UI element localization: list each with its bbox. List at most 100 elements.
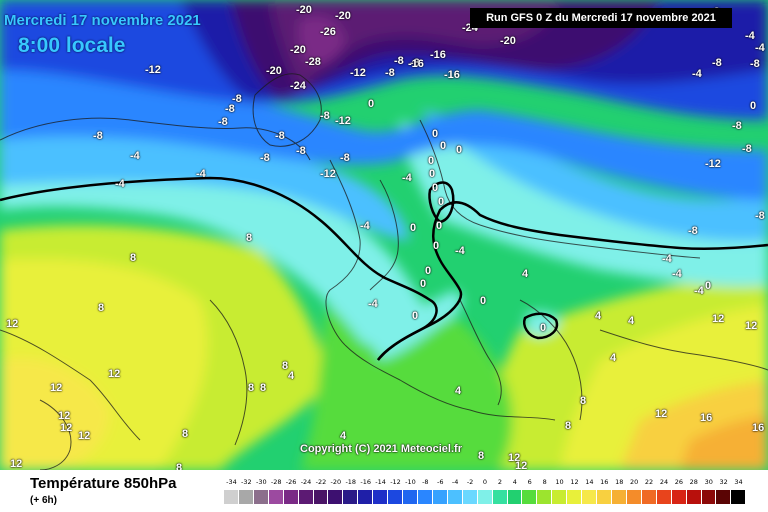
scale-tick-label: -6 (437, 478, 444, 486)
scale-tick-label: 30 (704, 478, 713, 486)
scale-swatch (298, 490, 314, 504)
valid-date: Mercredi 17 novembre 2021 (4, 12, 201, 29)
band-cold-minus28 (298, 16, 345, 64)
isotherm-value-label: -4 (360, 220, 370, 232)
isotherm-value-label: -28 (305, 56, 321, 68)
isotherm-value-label: 12 (50, 382, 63, 394)
band-east-18 (680, 415, 768, 470)
isotherm-value-label: 12 (60, 422, 73, 434)
isotherm-value-label: -16 (408, 58, 424, 70)
scale-swatch (238, 490, 254, 504)
isotherm-value-label: -8 (225, 103, 235, 115)
isotherm-value-label: 12 (10, 458, 23, 470)
isotherm-value-label: 8 (98, 302, 105, 314)
isotherm-value-label: -8 (260, 152, 270, 164)
isotherm-value-label: -8 (218, 116, 228, 128)
valid-time: 8:00 locale (18, 34, 126, 57)
scale-tick-label: 34 (734, 478, 743, 486)
isotherm-value-label: -8 (232, 93, 242, 105)
isotherm-value-label: -20 (290, 44, 306, 56)
isotherm-value-label: 8 (246, 232, 253, 244)
isotherm-value-label: 12 (508, 452, 521, 464)
scale-swatch (552, 490, 568, 504)
scale-tick-label: 14 (585, 478, 594, 486)
isotherm-value-label: -8 (755, 210, 765, 222)
scale-tick-label: 22 (644, 478, 654, 486)
isotherm-value-label: 0 (428, 155, 435, 167)
scale-swatch (537, 490, 553, 504)
legend-subtitle: (+ 6h) (30, 495, 57, 506)
isotherm-value-label: 12 (6, 318, 19, 330)
scale-swatch (224, 490, 239, 504)
scale-tick-label: -24 (300, 478, 312, 486)
isotherm-value-label: -4 (368, 298, 378, 310)
scale-tick-label: 26 (674, 478, 684, 486)
isotherm-value-label: 0 (480, 295, 487, 307)
legend-title: Température 850hPa (30, 475, 177, 492)
cold-pocket-alps (370, 290, 463, 360)
scale-swatch (671, 490, 687, 504)
scale-swatch (447, 490, 463, 504)
isotherm-value-label: -4 (662, 253, 672, 265)
run-info: Run GFS 0 Z du Mercredi 17 novembre 2021 (470, 8, 732, 28)
color-scale-bar (224, 490, 747, 504)
scale-swatch (686, 490, 702, 504)
isotherm-value-label: 12 (78, 430, 91, 442)
scale-tick-label: -28 (270, 478, 282, 486)
isotherm-value-label: 16 (700, 412, 713, 424)
isotherm-value-label: 4 (340, 430, 347, 442)
isotherm-value-label: -8 (320, 110, 330, 122)
scale-swatch (462, 490, 478, 504)
scale-swatch (567, 490, 583, 504)
scale-tick-label: 28 (689, 478, 698, 486)
isotherm-value-label: -8 (750, 58, 760, 70)
isotherm-value-label: 12 (515, 460, 528, 470)
isotherm-value-label: -8 (732, 120, 742, 132)
isotherm-value-label: -4 (115, 178, 125, 190)
isotherm-value-label: 12 (712, 313, 725, 325)
scale-tick-label: 32 (719, 478, 728, 486)
isotherm-value-label: 0 (438, 196, 445, 208)
isotherm-value-label: 4 (595, 310, 602, 322)
isotherm-value-label: 8 (580, 395, 587, 407)
isotherm-value-label: 0 (705, 280, 712, 292)
isotherm-value-label: -8 (385, 67, 395, 79)
scale-tick-label: 2 (497, 478, 502, 486)
isotherm-value-label: 12 (745, 320, 758, 332)
isotherm-value-label: 4 (628, 315, 635, 327)
isotherm-value-label: 8 (248, 382, 255, 394)
scale-swatch (731, 490, 747, 504)
isotherm-value-label: -12 (705, 158, 721, 170)
isotherm-value-label: -12 (145, 64, 161, 76)
isotherm-value-label: 8 (182, 428, 189, 440)
isotherm-value-label: 4 (288, 370, 295, 382)
isotherm-value-label: -8 (93, 130, 103, 142)
coastlines (0, 73, 768, 470)
isotherm-value-label: 8 (130, 252, 137, 264)
scale-tick-label: -14 (375, 478, 386, 486)
isotherm-value-label: 0 (420, 278, 427, 290)
isotherm-value-label: -8 (340, 152, 350, 164)
scale-swatch (611, 490, 627, 504)
scale-swatch (492, 490, 508, 504)
isotherm-value-label: -4 (455, 245, 465, 257)
scale-tick-label: -4 (451, 478, 459, 486)
scale-swatch (597, 490, 612, 504)
scale-tick-label: 6 (527, 478, 532, 486)
isotherm-value-label: -4 (692, 68, 702, 80)
isotherm-value-label: 4 (522, 268, 529, 280)
isotherm-value-label: 8 (282, 360, 289, 372)
isotherm-value-label: 16 (752, 422, 765, 434)
isotherm-value-label: -24 (290, 80, 306, 92)
isotherm-value-label: 0 (368, 98, 375, 110)
isotherm-value-label: -20 (296, 4, 312, 16)
isotherm-value-label: 4 (455, 385, 462, 397)
isotherm-value-label: -4 (694, 285, 704, 297)
scale-swatch (283, 490, 299, 504)
scale-swatch (626, 490, 642, 504)
scale-swatch (253, 490, 269, 504)
scale-swatch (522, 490, 538, 504)
scale-swatch (268, 490, 284, 504)
scale-swatch (701, 490, 717, 504)
isotherm-value-label: -4 (130, 150, 140, 162)
